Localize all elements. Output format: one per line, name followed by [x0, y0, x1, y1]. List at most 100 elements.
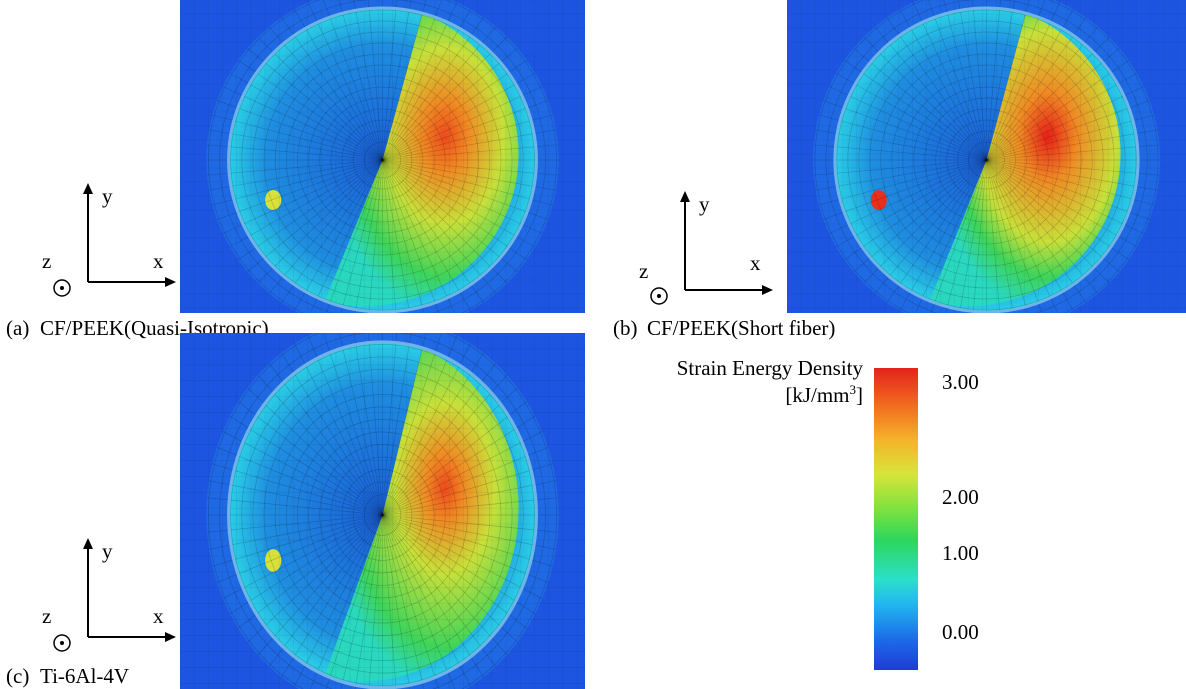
- edge-hotspot: [265, 549, 282, 572]
- edge-hotspot: [265, 190, 282, 210]
- mesh-ring: [363, 494, 402, 536]
- mesh-ring: [319, 97, 446, 223]
- mesh-line: [368, 514, 383, 689]
- mesh-ring: [297, 75, 468, 245]
- panel-caption: Ti-6Al-4V: [40, 664, 130, 688]
- mesh-line: [382, 514, 508, 656]
- mesh-ring: [230, 9, 535, 311]
- mesh-ring: [263, 381, 502, 649]
- mesh-line: [986, 144, 1160, 161]
- mesh-ring: [924, 97, 1049, 223]
- mesh-line: [268, 514, 383, 667]
- mesh-ring: [880, 53, 1093, 267]
- mesh-line: [986, 114, 1155, 161]
- mesh-line: [945, 159, 987, 313]
- unit-text: ]: [856, 383, 863, 407]
- x-label: x: [750, 251, 761, 275]
- mesh-line: [206, 144, 383, 161]
- mesh-line: [208, 480, 383, 516]
- mesh-line: [382, 17, 484, 161]
- mesh-line: [986, 159, 1120, 273]
- mesh-ring: [208, 333, 557, 689]
- mesh-line: [382, 463, 553, 516]
- hot-sector: [324, 13, 519, 307]
- arrowhead: [83, 183, 93, 194]
- mesh-line: [216, 446, 383, 516]
- mesh-line: [338, 333, 383, 516]
- axis-triad: y x z: [42, 538, 176, 652]
- mesh-line: [813, 144, 987, 161]
- mesh-line: [338, 0, 383, 161]
- mesh-line: [382, 72, 536, 161]
- mesh-line: [212, 159, 383, 206]
- colorbar-unit: [kJ/mm3]: [785, 383, 863, 406]
- mesh-line: [382, 374, 508, 516]
- mesh-line: [382, 114, 553, 161]
- mesh-line: [208, 159, 383, 191]
- mesh-line: [382, 514, 549, 584]
- mesh-line: [382, 86, 543, 161]
- mesh-ring: [241, 356, 524, 674]
- mesh-line: [229, 415, 383, 516]
- mesh-line: [216, 100, 383, 161]
- colorbar: [874, 368, 918, 670]
- y-label: y: [102, 184, 113, 208]
- mesh-line: [294, 343, 383, 516]
- mesh-line: [237, 59, 383, 161]
- mesh-line: [257, 36, 383, 161]
- mesh-line: [382, 159, 440, 313]
- mesh-line: [986, 159, 1160, 176]
- mesh-line: [382, 100, 549, 161]
- mesh-line: [986, 159, 1028, 313]
- mesh-line: [382, 333, 442, 516]
- panel-caption: CF/PEEK(Short fiber): [647, 316, 836, 340]
- mesh-line: [823, 159, 987, 220]
- mesh-line: [222, 159, 383, 234]
- y-label: y: [699, 192, 710, 216]
- mesh-line: [257, 159, 383, 284]
- mesh-line: [818, 114, 987, 161]
- mesh-line: [382, 333, 398, 516]
- mesh-line: [206, 159, 383, 176]
- rim: [227, 6, 538, 313]
- mesh-line: [382, 401, 528, 516]
- mesh-line: [382, 9, 471, 161]
- mesh-ring: [274, 53, 491, 267]
- mesh-ring: [330, 108, 435, 212]
- mesh-line: [928, 0, 987, 161]
- mesh-line: [382, 159, 497, 294]
- mesh-line: [257, 514, 383, 656]
- mesh-ring: [869, 42, 1104, 278]
- mesh-line: [874, 26, 987, 161]
- mesh-line: [986, 159, 1059, 313]
- mesh-line: [353, 333, 383, 516]
- mesh-line: [382, 514, 553, 567]
- arrowhead: [165, 632, 176, 642]
- mesh-line: [382, 335, 458, 516]
- z-label: z: [639, 259, 648, 283]
- mesh-line: [986, 159, 1144, 234]
- mesh-ring: [330, 456, 435, 574]
- mesh-line: [986, 0, 1045, 161]
- mesh-line: [382, 430, 543, 516]
- mesh-line: [382, 514, 471, 687]
- arrowhead: [83, 538, 93, 549]
- mesh-line: [844, 59, 987, 161]
- mesh-ring: [308, 86, 457, 234]
- mesh-line: [815, 129, 987, 161]
- mesh-line: [382, 159, 425, 313]
- mesh-line: [886, 17, 987, 161]
- panel-label: (a): [6, 316, 30, 340]
- mesh-line: [382, 0, 442, 161]
- mesh-line: [294, 9, 383, 161]
- mesh-line: [382, 144, 559, 161]
- mesh-line: [912, 2, 987, 161]
- mesh-line: [382, 514, 536, 615]
- arrowhead: [762, 285, 773, 295]
- mesh-line: [382, 497, 559, 516]
- mesh-line: [247, 514, 383, 643]
- mesh-line: [986, 159, 1099, 294]
- mesh-line: [986, 159, 1155, 206]
- mesh-line: [222, 430, 383, 516]
- mesh-line: [216, 159, 383, 220]
